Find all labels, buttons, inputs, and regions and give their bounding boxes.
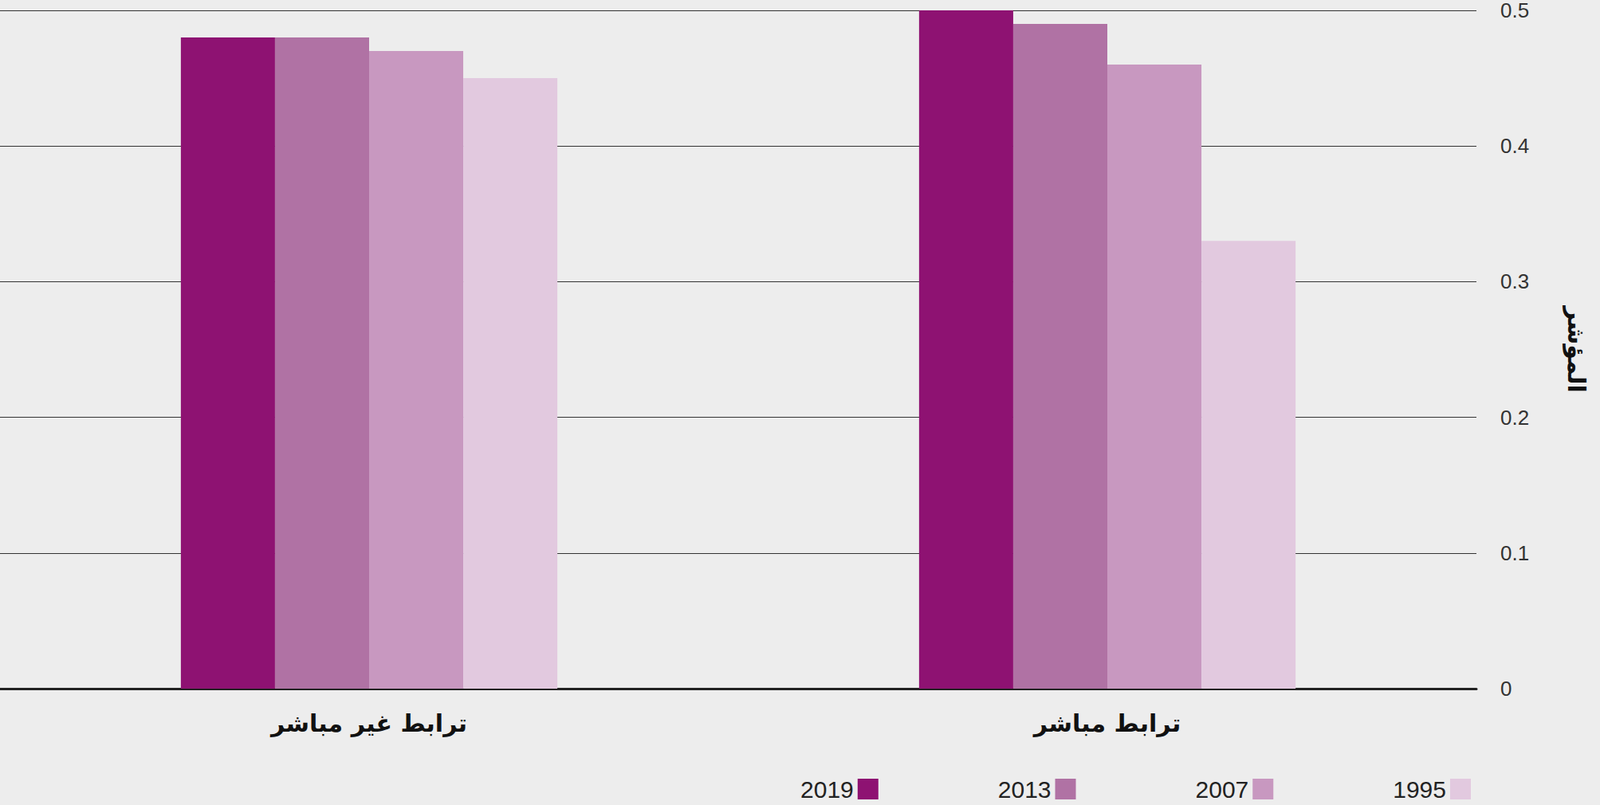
svg-text:0: 0 <box>1500 676 1512 701</box>
svg-text:0.4: 0.4 <box>1500 133 1530 158</box>
svg-text:2013: 2013 <box>998 776 1052 803</box>
svg-text:0.5: 0.5 <box>1500 0 1530 23</box>
svg-text:2007: 2007 <box>1195 776 1250 803</box>
svg-text:1995: 1995 <box>1392 776 1447 803</box>
svg-text:0.3: 0.3 <box>1500 269 1530 294</box>
svg-text:المؤشر: المؤشر <box>1562 304 1591 394</box>
svg-text:2019: 2019 <box>800 776 854 803</box>
svg-text:0.1: 0.1 <box>1500 541 1530 566</box>
svg-text:ترابط مباشر: ترابط مباشر <box>1032 709 1181 738</box>
svg-text:ترابط غير مباشر: ترابط غير مباشر <box>269 709 468 738</box>
svg-text:0.2: 0.2 <box>1500 405 1530 430</box>
